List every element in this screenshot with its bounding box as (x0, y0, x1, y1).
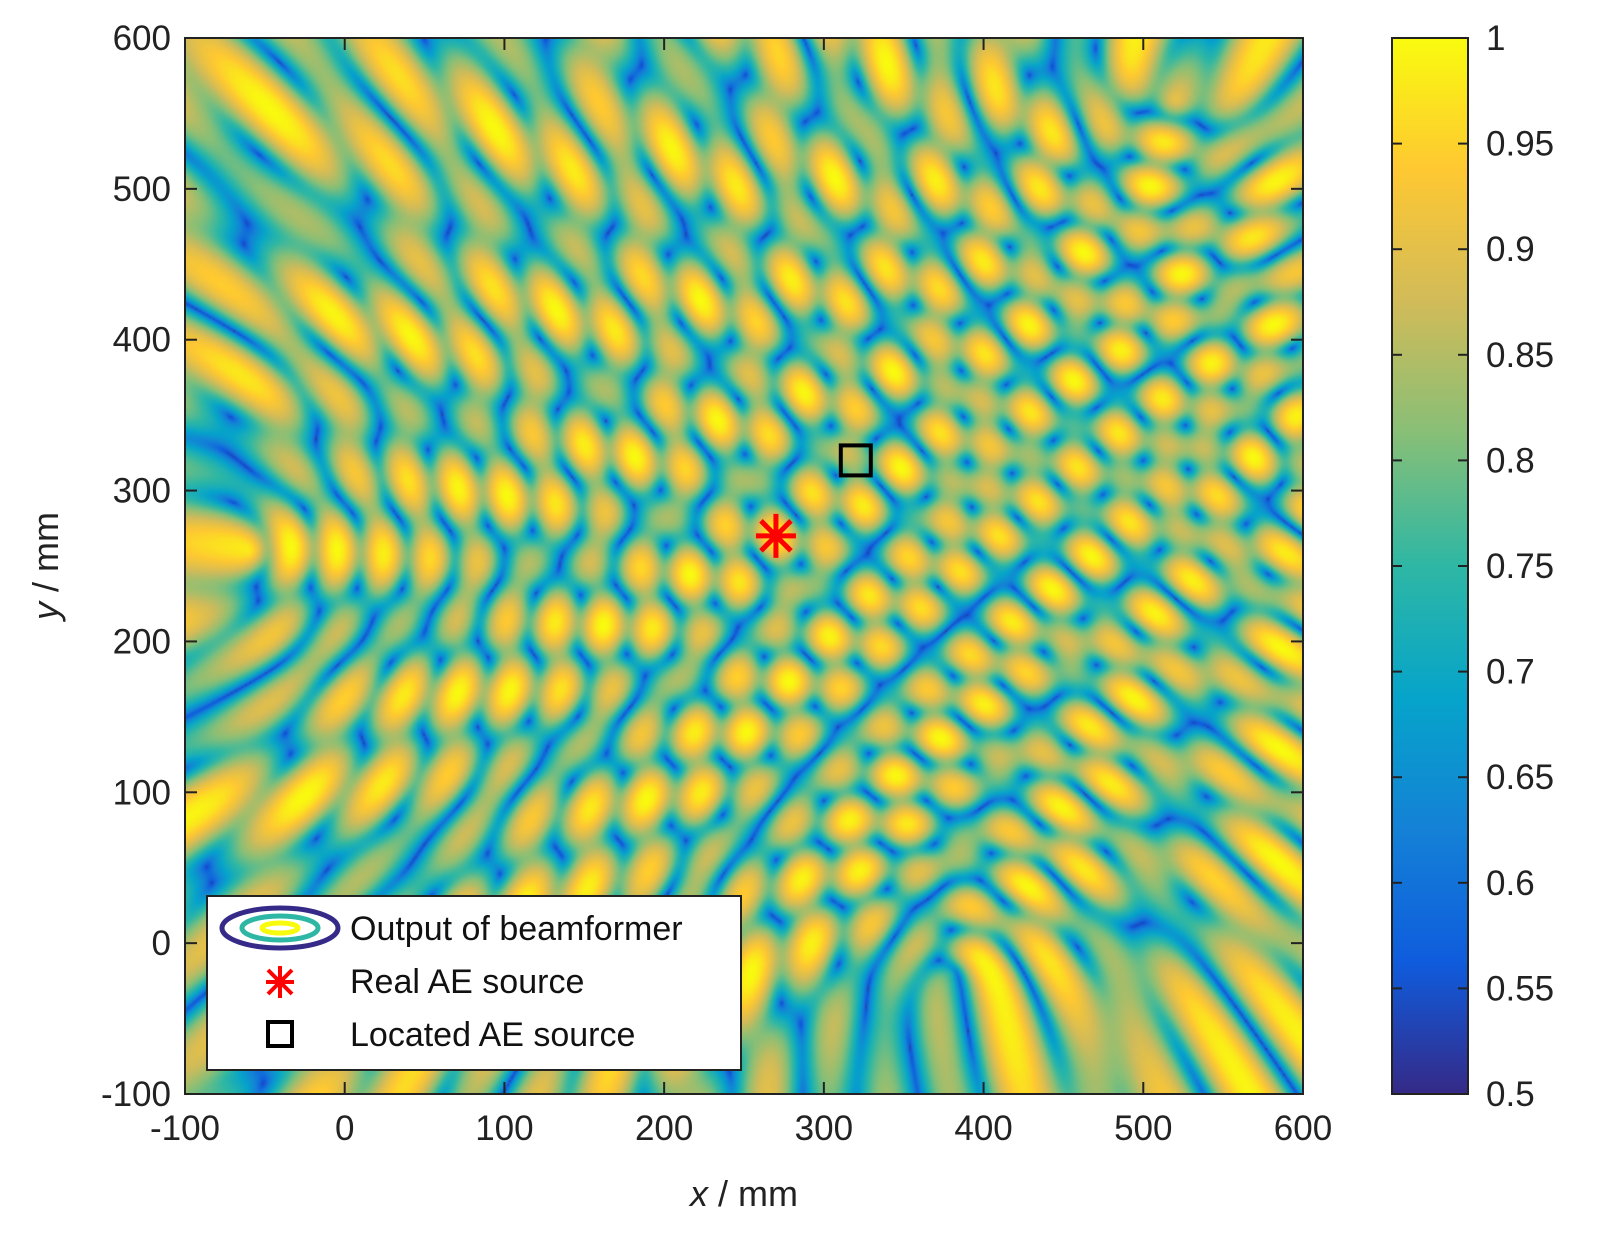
legend-swatch-square (266, 1020, 294, 1048)
x-axis-ticks: -100 0 100 200 300 400 500 600 (150, 38, 1332, 1148)
located-ae-source-marker (838, 443, 873, 478)
markers-layer (755, 443, 873, 558)
y-axis-title: y / mm (25, 512, 66, 623)
legend: Output of beamformer Real AE source Loca… (206, 895, 742, 1071)
plot-frame (184, 37, 1304, 1095)
y-tick-label: 300 (113, 472, 171, 511)
colorbar-tick-label: 0.8 (1486, 441, 1535, 480)
colorbar (1391, 37, 1469, 1095)
legend-label-located-source: Located AE source (350, 1016, 635, 1054)
colorbar-tick-label: 0.85 (1486, 336, 1554, 375)
legend-swatch-asterisk (266, 966, 294, 998)
legend-swatch-contour (219, 905, 341, 951)
colorbar-tick-label: 1 (1486, 19, 1505, 58)
x-tick-label: 0 (335, 1109, 354, 1148)
colorbar-tick-label: 0.6 (1486, 864, 1535, 903)
x-tick-label: 400 (954, 1109, 1012, 1148)
x-tick-label: 500 (1114, 1109, 1172, 1148)
legend-label-beamformer: Output of beamformer (350, 910, 683, 948)
x-tick-label: 600 (1274, 1109, 1332, 1148)
colorbar-ticks: 0.5 0.55 0.6 0.65 0.7 0.75 0.8 0.85 0.9 0.95 1 (1392, 19, 1554, 1114)
y-tick-label: 600 (113, 19, 171, 58)
legend-label-real-source: Real AE source (350, 963, 584, 1001)
y-tick-label: 200 (113, 622, 171, 661)
colorbar-tick-label: 0.95 (1486, 125, 1554, 164)
colorbar-tick-label: 0.65 (1486, 758, 1554, 797)
y-axis-ticks: -100 0 100 200 300 400 500 600 (101, 19, 1303, 1114)
y-tick-label: -100 (101, 1075, 171, 1114)
x-tick-label: -100 (150, 1109, 220, 1148)
colorbar-tick-label: 0.5 (1486, 1075, 1535, 1114)
colorbar-tick-label: 0.9 (1486, 230, 1535, 269)
colorbar-tick-label: 0.75 (1486, 547, 1554, 586)
y-tick-label: 0 (152, 924, 171, 963)
x-axis-title: x / mm (688, 1173, 798, 1214)
x-tick-label: 100 (475, 1109, 533, 1148)
y-tick-label: 500 (113, 170, 171, 209)
x-tick-label: 300 (795, 1109, 853, 1148)
colorbar-tick-label: 0.7 (1486, 653, 1535, 692)
real-ae-source-marker (755, 513, 796, 558)
colorbar-tick-label: 0.55 (1486, 969, 1554, 1008)
x-tick-label: 200 (635, 1109, 693, 1148)
y-tick-label: 100 (113, 773, 171, 812)
y-tick-label: 400 (113, 321, 171, 360)
